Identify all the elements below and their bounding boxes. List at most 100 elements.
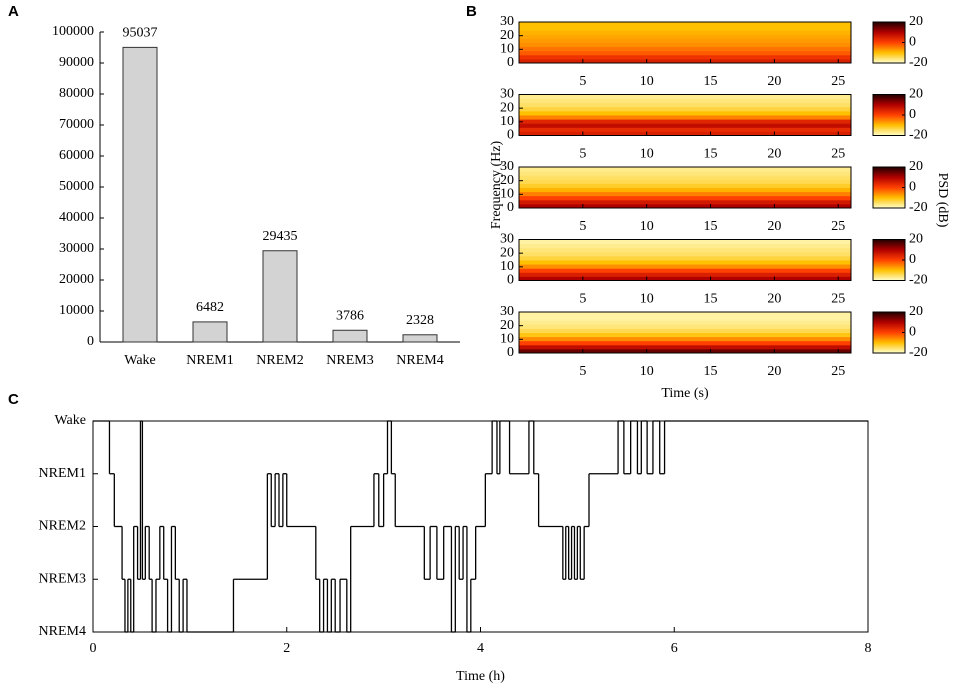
bar xyxy=(262,250,298,343)
heat-band xyxy=(519,106,851,112)
x-tick-label: 10 xyxy=(640,292,654,307)
bar xyxy=(192,321,228,343)
heat-band xyxy=(519,98,851,104)
y-tick-label: 30 xyxy=(500,87,514,102)
colorbar-tick-label: 0 xyxy=(909,325,916,340)
value-label: 6482 xyxy=(196,300,224,315)
heat-band xyxy=(519,324,851,329)
value-label: 29435 xyxy=(263,229,298,244)
colorbar xyxy=(872,239,906,281)
y-tick-label: 0 xyxy=(507,200,514,215)
y-tick-label: 30 xyxy=(500,304,514,319)
colorbar xyxy=(872,94,906,136)
heat-band xyxy=(519,332,851,338)
heat-band xyxy=(519,38,851,43)
heat-band xyxy=(519,110,851,116)
heat-band xyxy=(519,276,851,281)
x-tick-label: 6 xyxy=(671,641,678,656)
y-tick-label: 70000 xyxy=(59,117,94,132)
plot-frame xyxy=(518,166,852,209)
plot-frame xyxy=(518,311,852,354)
heat-band xyxy=(519,264,851,269)
heat-band xyxy=(519,191,851,197)
y-tick-label: NREM2 xyxy=(39,519,86,534)
heat-band xyxy=(519,42,851,48)
x-tick-label: NREM2 xyxy=(256,353,303,368)
colorbar-label: PSD (dB) xyxy=(935,173,950,228)
heat-band xyxy=(519,195,851,201)
x-tick-label: 4 xyxy=(477,641,484,656)
value-label: 3786 xyxy=(336,308,364,323)
y-tick-label: 20 xyxy=(500,100,514,115)
x-tick-label: 20 xyxy=(767,219,781,234)
panel-label: C xyxy=(8,391,19,408)
heat-band xyxy=(519,171,851,176)
panel-label: B xyxy=(466,3,477,20)
heat-band xyxy=(519,268,851,273)
x-tick-label: 5 xyxy=(579,292,586,307)
heat-band xyxy=(519,255,851,261)
y-tick-label: 20 xyxy=(500,28,514,43)
x-tick-label: 2 xyxy=(283,641,290,656)
plot-frame xyxy=(518,94,852,136)
y-tick-label: 10000 xyxy=(59,303,94,318)
y-tick-label: 20 xyxy=(500,173,514,188)
x-tick-label: 15 xyxy=(704,147,718,162)
x-tick-label: Wake xyxy=(124,353,156,368)
y-tick-label: 0 xyxy=(507,128,514,143)
colorbar-tick-label: 0 xyxy=(909,35,916,50)
y-tick-label: 0 xyxy=(87,334,94,349)
y-tick-label: 10 xyxy=(500,187,514,202)
x-tick-label: 25 xyxy=(831,74,845,89)
heat-band xyxy=(519,30,851,35)
heat-band xyxy=(519,119,851,124)
x-tick-label: 5 xyxy=(579,74,586,89)
value-label: 2328 xyxy=(406,313,434,328)
colorbar-tick-label: 0 xyxy=(909,180,916,195)
heat-band xyxy=(519,272,851,277)
heat-band xyxy=(519,94,851,100)
x-tick-label: 20 xyxy=(767,147,781,162)
heat-band xyxy=(519,22,851,27)
x-tick-label: 10 xyxy=(640,74,654,89)
panel-label: A xyxy=(8,3,19,20)
y-tick-label: 0 xyxy=(507,273,514,288)
x-tick-label: NREM3 xyxy=(326,353,373,368)
value-label: 95037 xyxy=(123,26,158,41)
colorbar-tick-label: -20 xyxy=(909,200,928,215)
colorbar-tick-label: -20 xyxy=(909,345,928,360)
heat-band xyxy=(519,26,851,31)
heat-band xyxy=(519,239,851,245)
y-tick-label: 30 xyxy=(500,159,514,174)
heat-band xyxy=(519,127,851,132)
y-tick-label: 80000 xyxy=(59,86,94,101)
colorbar xyxy=(872,166,906,209)
heat-band xyxy=(519,34,851,39)
x-tick-label: 5 xyxy=(579,147,586,162)
y-tick-label: 10 xyxy=(500,42,514,57)
x-tick-label: 20 xyxy=(767,292,781,307)
y-tick-label: NREM3 xyxy=(39,571,86,586)
y-tick-label: 0 xyxy=(507,345,514,360)
colorbar xyxy=(872,21,906,64)
heat-band xyxy=(519,187,851,193)
bar xyxy=(332,329,368,343)
x-tick-label: 5 xyxy=(579,364,586,379)
x-tick-label: 0 xyxy=(90,641,97,656)
heat-band xyxy=(519,123,851,128)
colorbar-tick-label: 20 xyxy=(909,14,923,29)
colorbar-tick-label: -20 xyxy=(909,273,928,288)
y-tick-label: 20 xyxy=(500,318,514,333)
colorbar-tick-label: 20 xyxy=(909,159,923,174)
heat-band xyxy=(519,243,851,249)
y-tick-label: 100000 xyxy=(52,24,94,39)
x-tick-label: 5 xyxy=(579,219,586,234)
heat-band xyxy=(519,247,851,253)
y-tick-label: Wake xyxy=(54,413,86,428)
x-tick-label: 20 xyxy=(767,364,781,379)
bar xyxy=(122,46,158,343)
y-tick-label: 30 xyxy=(500,14,514,29)
heat-band xyxy=(519,199,851,205)
y-tick-label: 10 xyxy=(500,114,514,129)
